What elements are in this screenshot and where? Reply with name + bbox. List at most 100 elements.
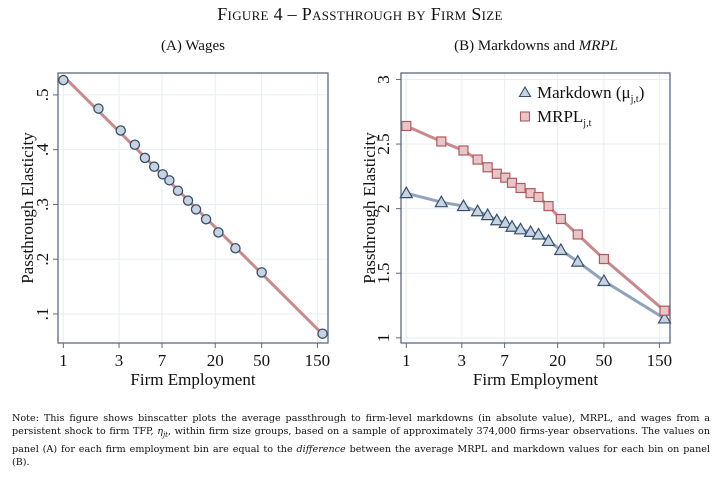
data-point-markdown	[498, 215, 513, 228]
x-tick-label: 20	[207, 351, 224, 370]
data-point-markdown	[434, 194, 449, 208]
data-point-mrpl	[515, 182, 526, 194]
x-tick-label: 3	[115, 351, 124, 370]
x-tick-label: 150	[305, 351, 331, 370]
data-point-mrpl	[598, 253, 610, 265]
y-axis-label: Passthrough Elasticity	[18, 132, 37, 284]
legend: Markdown (μj,t)MRPLj,t	[518, 83, 644, 129]
y-tick-label: .3	[33, 198, 52, 211]
data-point-wages	[148, 161, 160, 172]
figure-note: Note: This figure shows binscatter plots…	[12, 412, 710, 470]
data-point-mrpl	[491, 168, 502, 179]
data-point-mrpl	[472, 154, 483, 165]
panel-a-title: (A) Wages	[58, 38, 328, 55]
legend-square-icon	[519, 111, 531, 122]
data-point-mrpl	[543, 200, 554, 212]
legend-label: MRPLj,t	[537, 107, 592, 129]
note-part3: between the average MRPL and markdown va…	[12, 443, 710, 469]
data-point-wages	[213, 227, 224, 238]
x-tick-label: 50	[595, 351, 612, 370]
data-point-markdown	[596, 273, 611, 287]
data-point-markdown	[504, 219, 520, 232]
data-point-mrpl	[572, 229, 583, 240]
plot-frame	[57, 72, 329, 344]
panel-b-title-text: Markdowns and	[477, 38, 575, 54]
panel-b-title-italic: MRPL	[578, 38, 618, 54]
x-axis-label: Firm Employment	[130, 370, 255, 389]
data-point-markdown	[570, 254, 585, 267]
legend-triangle-icon	[518, 85, 532, 98]
data-point-wages	[115, 125, 126, 136]
y-tick-label: .4	[33, 143, 52, 156]
data-point-mrpl	[659, 305, 670, 316]
x-tick-label: 7	[500, 351, 509, 370]
y-tick-label: 3	[374, 75, 393, 84]
x-tick-label: 50	[253, 351, 270, 370]
mrpl-line	[405, 124, 666, 312]
plot-frame	[400, 72, 671, 344]
y-tick-label: .1	[33, 308, 52, 321]
x-tick-label: 150	[647, 351, 673, 370]
data-point-mrpl	[436, 136, 447, 147]
data-point-markdown	[523, 224, 538, 237]
data-point-wages	[256, 267, 267, 278]
data-point-wages	[129, 139, 141, 150]
data-point-markdown	[456, 198, 471, 212]
data-point-mrpl	[458, 145, 469, 156]
data-point-wages	[182, 195, 194, 206]
note-emph: difference	[296, 443, 346, 455]
x-axis-label: Firm Employment	[473, 370, 598, 389]
data-point-wages	[93, 103, 104, 114]
y-tick-label: .2	[33, 253, 52, 266]
panel-a-prefix: (A)	[161, 38, 182, 54]
panel-a-plot: 1 3 7 20 50 150 .1 .2 .3 .4 .5 Firm Employment Passt…	[18, 72, 331, 389]
x-tick-label: 1	[59, 351, 68, 370]
data-point-mrpl	[500, 172, 511, 183]
data-point-wages	[164, 175, 175, 186]
x-tick-label: 20	[549, 351, 566, 370]
y-tick-label: 2	[374, 204, 393, 213]
data-point-markdown	[489, 213, 504, 226]
y-tick-label: .5	[33, 89, 52, 102]
note-part2: , within firm size groups, based on a sa…	[12, 426, 710, 455]
data-point-markdown	[657, 311, 672, 324]
data-point-wages	[58, 74, 69, 86]
data-point-wages	[230, 243, 241, 254]
data-point-markdown	[513, 222, 528, 235]
legend-label: Markdown (μj,t)	[537, 83, 644, 105]
data-point-markdown	[399, 185, 414, 199]
data-point-markdown	[470, 204, 485, 217]
data-point-mrpl	[506, 177, 518, 188]
fit-line	[62, 74, 324, 336]
data-point-markdown	[541, 233, 556, 247]
panel-b-title: (B) Markdowns and MRPL	[401, 38, 671, 55]
data-point-mrpl	[533, 191, 544, 203]
x-tick-label: 3	[458, 351, 467, 370]
note-symbol-sub: jt	[162, 431, 168, 440]
figure-title: Figure 4 – Passthrough by Firm Size	[217, 4, 503, 24]
y-tick-label: 1	[374, 334, 393, 343]
data-point-wages	[157, 169, 168, 180]
note-part1: Note: This figure shows binscatter plots…	[12, 413, 710, 438]
panel-b-plot: 1 3 7 20 50 150 1 1.5 2 2.5 3 Firm Employment Passth…	[360, 72, 673, 389]
data-point-wages	[200, 213, 212, 225]
panel-a-title-text: Wages	[185, 38, 225, 54]
data-point-markdown	[531, 227, 546, 240]
x-tick-label: 1	[402, 351, 411, 370]
data-point-wages	[190, 204, 202, 215]
y-tick-label: 2.5	[374, 133, 393, 154]
y-tick-label: 1.5	[374, 263, 393, 284]
data-point-mrpl	[555, 213, 566, 225]
data-point-mrpl	[401, 120, 412, 132]
data-point-wages	[139, 152, 151, 164]
x-tick-label: 7	[158, 351, 167, 370]
note-symbol: η	[157, 426, 163, 438]
panel-b-prefix: (B)	[454, 38, 475, 54]
data-point-mrpl	[482, 162, 493, 173]
data-point-markdown	[480, 207, 495, 221]
data-point-wages	[317, 328, 328, 339]
markdown-line	[405, 191, 666, 320]
data-point-markdown	[553, 242, 568, 256]
data-point-wages	[172, 185, 184, 196]
